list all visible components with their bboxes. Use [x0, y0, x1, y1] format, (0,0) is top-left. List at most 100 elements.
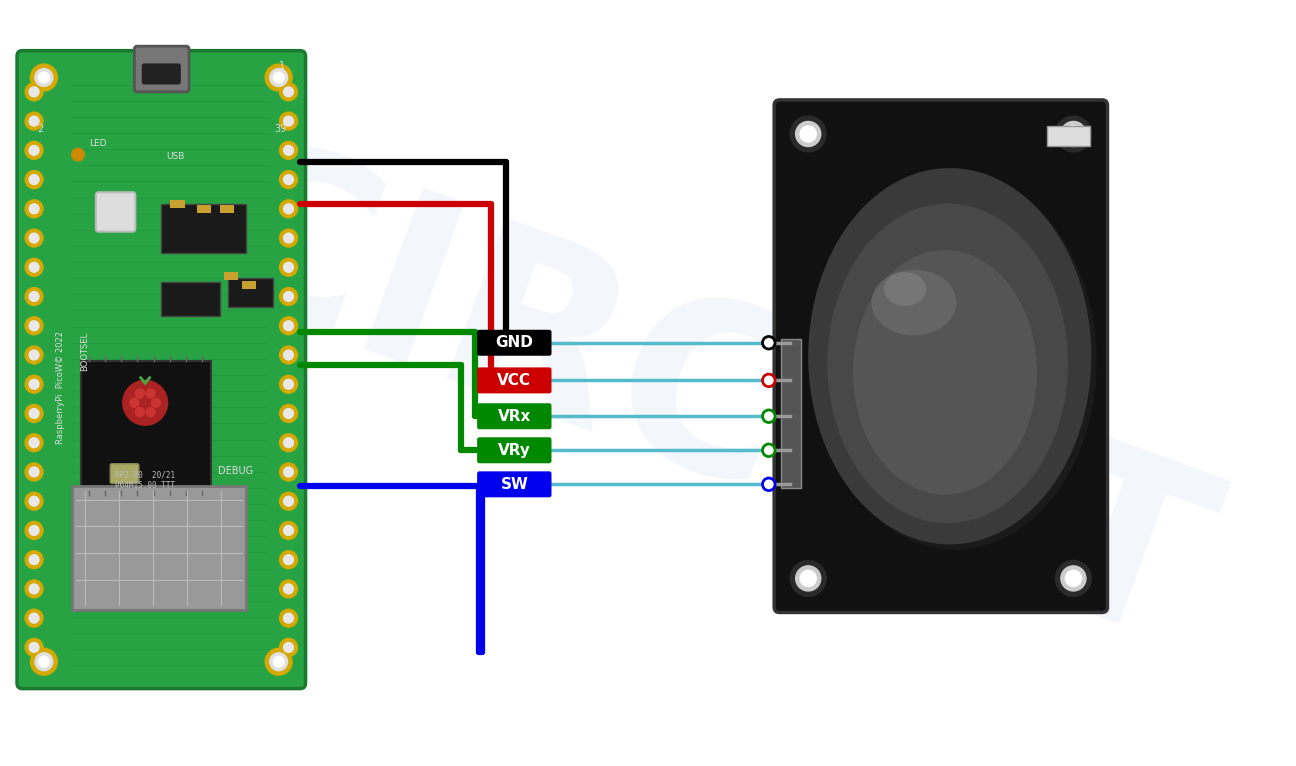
- Circle shape: [25, 317, 43, 335]
- Bar: [1047, 126, 1090, 146]
- Circle shape: [25, 229, 43, 247]
- Ellipse shape: [853, 250, 1037, 495]
- Circle shape: [25, 609, 43, 627]
- Circle shape: [29, 146, 39, 155]
- Circle shape: [800, 571, 816, 587]
- Circle shape: [25, 638, 43, 656]
- Circle shape: [29, 643, 39, 653]
- Bar: [781, 339, 801, 488]
- Circle shape: [29, 233, 39, 243]
- Circle shape: [25, 83, 43, 101]
- Text: BOOTSEL: BOOTSEL: [80, 332, 89, 372]
- Text: SW: SW: [500, 476, 529, 492]
- FancyBboxPatch shape: [477, 471, 552, 497]
- Circle shape: [29, 175, 39, 185]
- Circle shape: [31, 64, 57, 91]
- Circle shape: [25, 404, 43, 423]
- Circle shape: [284, 175, 293, 185]
- Ellipse shape: [827, 204, 1068, 523]
- Circle shape: [284, 321, 293, 331]
- Circle shape: [35, 69, 53, 87]
- Ellipse shape: [871, 270, 956, 336]
- Circle shape: [280, 83, 298, 101]
- Circle shape: [284, 555, 293, 565]
- Circle shape: [29, 292, 39, 302]
- Circle shape: [1055, 116, 1091, 152]
- Text: GND: GND: [495, 336, 533, 350]
- Circle shape: [284, 467, 293, 477]
- Circle shape: [280, 551, 298, 568]
- Circle shape: [280, 375, 298, 393]
- Circle shape: [284, 438, 293, 447]
- Bar: [71, 486, 246, 610]
- FancyBboxPatch shape: [110, 463, 139, 483]
- Circle shape: [25, 142, 43, 159]
- Circle shape: [146, 389, 156, 398]
- Circle shape: [280, 258, 298, 277]
- Text: 1: 1: [279, 61, 285, 71]
- Circle shape: [280, 346, 298, 364]
- Circle shape: [29, 496, 39, 506]
- Circle shape: [273, 72, 284, 83]
- Circle shape: [152, 398, 161, 408]
- Circle shape: [284, 614, 293, 623]
- Circle shape: [29, 467, 39, 477]
- Circle shape: [280, 229, 298, 247]
- Circle shape: [29, 584, 39, 594]
- Circle shape: [280, 434, 298, 452]
- Circle shape: [796, 566, 820, 591]
- Circle shape: [25, 112, 43, 130]
- Circle shape: [284, 496, 293, 506]
- Circle shape: [280, 463, 298, 481]
- Text: 39: 39: [275, 124, 286, 134]
- Text: RP2-B0  20/21
P64M15.00 TTT: RP2-B0 20/21 P64M15.00 TTT: [115, 471, 175, 490]
- Circle shape: [25, 375, 43, 393]
- Ellipse shape: [809, 168, 1091, 545]
- Circle shape: [29, 204, 39, 214]
- Bar: [228, 278, 273, 307]
- Circle shape: [25, 171, 43, 188]
- Circle shape: [29, 438, 39, 447]
- Text: VRx: VRx: [498, 409, 531, 424]
- Circle shape: [280, 171, 298, 188]
- FancyBboxPatch shape: [135, 46, 189, 92]
- Bar: [80, 361, 210, 490]
- Circle shape: [280, 404, 298, 423]
- Circle shape: [266, 64, 292, 91]
- Text: USB: USB: [166, 152, 184, 161]
- Circle shape: [1061, 566, 1086, 591]
- Circle shape: [71, 149, 84, 161]
- Circle shape: [796, 122, 820, 146]
- FancyBboxPatch shape: [96, 192, 135, 231]
- FancyBboxPatch shape: [477, 368, 552, 394]
- Circle shape: [284, 584, 293, 594]
- Circle shape: [1061, 122, 1086, 146]
- Circle shape: [273, 656, 284, 667]
- Circle shape: [284, 350, 293, 360]
- Circle shape: [25, 287, 43, 306]
- Circle shape: [123, 381, 167, 425]
- Circle shape: [284, 379, 293, 389]
- Circle shape: [1065, 126, 1081, 142]
- Circle shape: [280, 522, 298, 539]
- Text: RaspberryPi  PicoW© 2022: RaspberryPi PicoW© 2022: [56, 331, 65, 444]
- Circle shape: [1065, 571, 1081, 587]
- Circle shape: [762, 444, 775, 457]
- Circle shape: [25, 346, 43, 364]
- Circle shape: [284, 87, 293, 97]
- Circle shape: [280, 142, 298, 159]
- Text: DEBUG: DEBUG: [218, 466, 253, 476]
- Circle shape: [280, 317, 298, 335]
- FancyBboxPatch shape: [477, 437, 552, 463]
- Circle shape: [762, 478, 775, 490]
- Circle shape: [280, 112, 298, 130]
- Circle shape: [284, 116, 293, 126]
- Circle shape: [1055, 561, 1091, 596]
- Circle shape: [29, 379, 39, 389]
- Text: CIRCUIT: CIRCUIT: [163, 118, 1234, 693]
- Circle shape: [280, 609, 298, 627]
- Circle shape: [284, 146, 293, 155]
- Circle shape: [29, 408, 39, 418]
- Circle shape: [25, 493, 43, 510]
- Text: LED: LED: [88, 139, 106, 148]
